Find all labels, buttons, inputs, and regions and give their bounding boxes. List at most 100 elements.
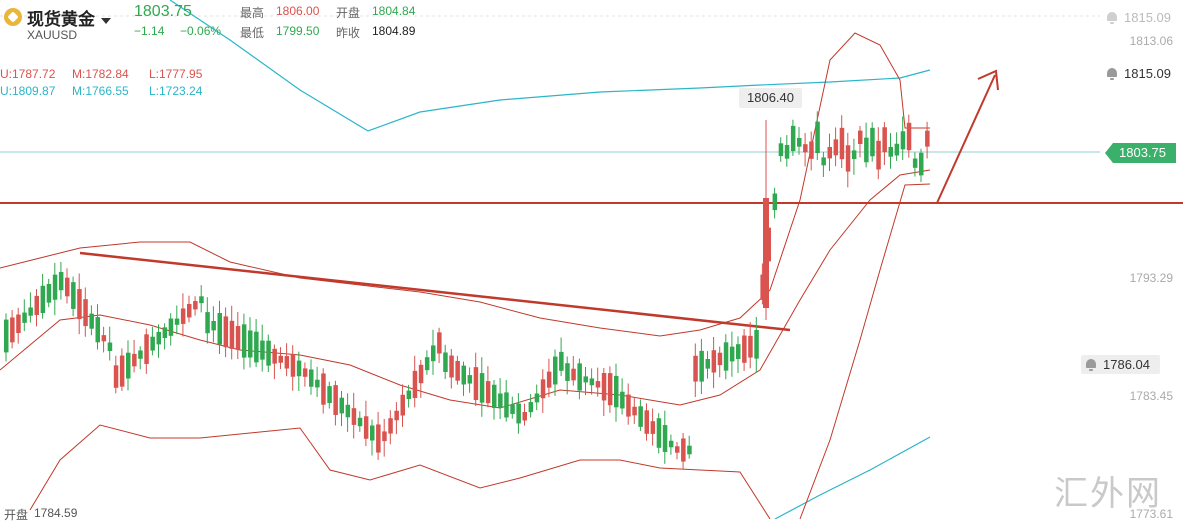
candle-body — [675, 446, 680, 453]
candle-body — [729, 346, 735, 362]
instrument-symbol: XAUUSD — [27, 28, 78, 42]
candle-body — [693, 355, 698, 382]
candle-body — [394, 410, 399, 421]
axis-label: 1783.45 — [1129, 389, 1173, 403]
candle-body — [681, 438, 686, 462]
open-label: 开盘 — [336, 6, 361, 20]
high-value: 1806.00 — [276, 4, 320, 18]
candle-body — [412, 370, 418, 398]
candle-body — [357, 417, 363, 427]
chevron-down-icon[interactable] — [101, 17, 111, 24]
price-alert[interactable]: 1815.09 — [1106, 66, 1171, 81]
candle-body — [870, 127, 875, 157]
candle-body — [656, 418, 662, 448]
candle-body — [833, 139, 839, 156]
instrument-title[interactable]: 现货黄金 — [27, 5, 111, 30]
candle-body — [882, 127, 887, 153]
candle-body — [498, 393, 503, 408]
candle-body — [912, 158, 918, 168]
candle-body — [858, 130, 863, 145]
candle-body — [717, 352, 723, 366]
candle-body — [187, 303, 192, 318]
projection-arrow — [936, 74, 996, 204]
candle-body — [510, 404, 515, 414]
candle-body — [614, 375, 619, 408]
footer-open-label: 开盘 — [4, 508, 29, 522]
current-price-tag: 1803.75 — [1105, 143, 1176, 163]
low-label: 最低 — [240, 26, 265, 40]
candle-body — [461, 365, 466, 385]
candle-body — [266, 340, 271, 366]
candle-body — [315, 379, 320, 388]
candle-body — [229, 320, 235, 349]
prev-close-label: 昨收 — [336, 26, 361, 40]
candle-body — [772, 193, 778, 211]
candle-body — [662, 425, 668, 452]
candle-body — [211, 321, 216, 331]
candle-body — [77, 289, 82, 320]
candle-body — [821, 157, 826, 166]
candle-body — [528, 402, 534, 413]
candle-body — [10, 317, 15, 343]
price-alert[interactable]: 1815.09 — [1106, 10, 1171, 25]
candle-body — [370, 425, 375, 441]
candle-body — [217, 313, 222, 345]
candle-body — [400, 394, 405, 416]
bb-outer-middle-line — [169, 0, 931, 132]
bell-icon[interactable] — [1106, 67, 1118, 80]
candle-body — [431, 345, 436, 362]
candle-body — [83, 299, 88, 327]
candle-body — [894, 143, 900, 156]
candle-body — [449, 355, 454, 378]
candle-body — [839, 127, 845, 160]
candle-body — [113, 365, 119, 388]
bb-outer-lower-line — [774, 436, 931, 519]
candle-body — [339, 397, 344, 414]
candle-body — [534, 393, 540, 403]
candle-body — [565, 363, 570, 381]
candle-body — [467, 375, 473, 384]
candle-body — [632, 406, 637, 416]
candle-body — [797, 137, 802, 147]
bb-outer-middle: M:1766.55 — [72, 84, 129, 98]
candle-body — [687, 445, 692, 455]
candle-body — [333, 385, 338, 415]
candle-body — [376, 424, 381, 453]
candle-body — [504, 392, 509, 418]
candle-body — [168, 318, 174, 336]
candle-body — [479, 373, 485, 403]
candle-body — [223, 316, 229, 348]
candle-body — [132, 353, 137, 367]
candle-body — [290, 353, 296, 377]
candle-body — [406, 390, 412, 399]
candle-body — [34, 295, 39, 316]
candle-body — [248, 330, 253, 358]
bb-inner-lower-line — [29, 424, 771, 519]
candle-body — [199, 296, 204, 304]
footer-open-value: 1784.59 — [34, 506, 78, 520]
price-alert[interactable]: 1786.04 — [1081, 355, 1160, 374]
candle-body — [284, 356, 290, 369]
candle-body — [345, 404, 351, 418]
candle-body — [321, 373, 326, 405]
candle-body — [126, 352, 131, 379]
prev-close-value: 1804.89 — [372, 24, 416, 38]
candle-body — [296, 360, 302, 377]
resistance-trendline — [79, 251, 791, 332]
price-alert-value: 1815.09 — [1124, 10, 1171, 25]
candle-body — [351, 408, 357, 425]
candle-body — [723, 342, 729, 371]
candle-body — [638, 406, 643, 427]
candle-body — [241, 324, 247, 358]
candle-body — [699, 350, 704, 382]
candle-body — [559, 351, 564, 371]
candle-body — [919, 152, 924, 176]
bell-icon[interactable] — [1106, 11, 1118, 24]
candle-body — [864, 137, 869, 163]
candle-body — [736, 344, 741, 360]
candle-body — [418, 364, 424, 384]
bell-icon[interactable] — [1085, 358, 1097, 371]
candle-body — [437, 332, 442, 354]
